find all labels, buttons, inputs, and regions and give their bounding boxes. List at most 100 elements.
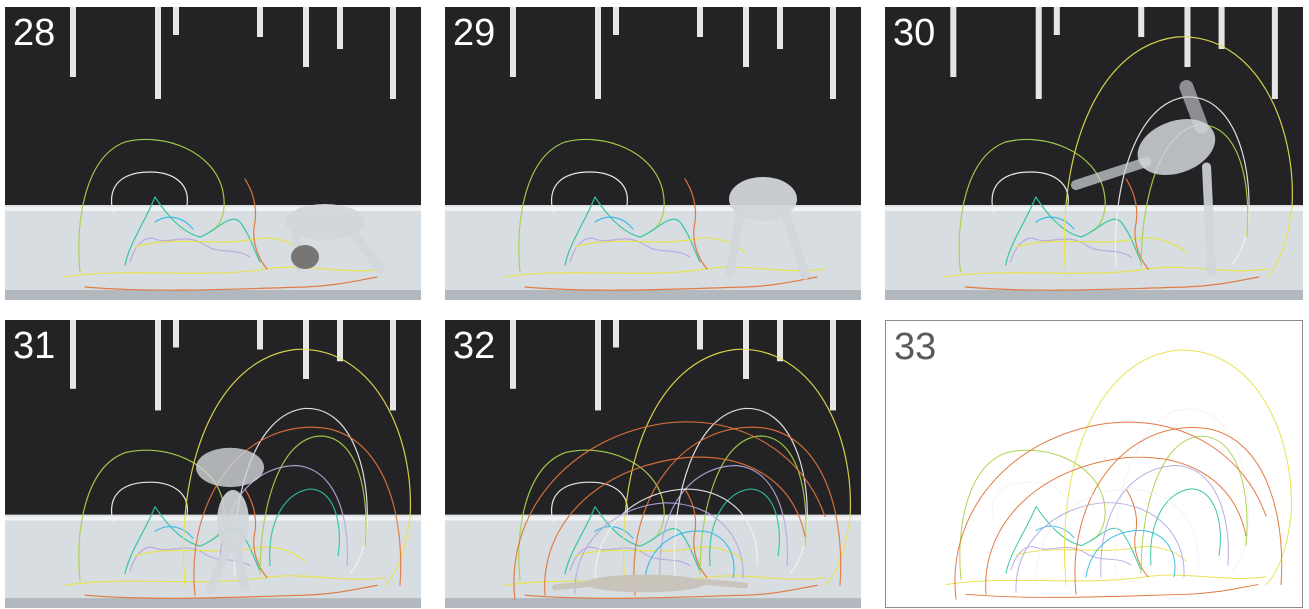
light-bar [830,7,836,99]
light-bar [257,320,263,350]
motion-trail [518,138,665,273]
motion-trail [644,530,735,579]
light-bar [950,7,957,77]
frame-panel-31: 31 [5,320,421,608]
motion-trail [518,449,665,582]
motion-trail [594,216,634,230]
frame-panel-29: 29 [445,7,861,300]
floor-edge-highlight [5,514,421,521]
dancer-leg [345,222,385,274]
floor-edge-highlight [5,205,421,211]
light-bar [743,7,749,67]
motion-trail [673,407,808,577]
frame-number-28: 28 [13,12,56,54]
dancer-leg [1202,162,1217,277]
motion-trail [622,348,852,586]
motion-trail [992,481,1069,522]
motion-trail [699,435,807,575]
light-bar [1138,7,1145,37]
stage-photo-28 [5,7,421,300]
motion-trail [1064,349,1292,586]
stage-backdrop [445,320,861,517]
motion-trail [1005,505,1142,574]
motion-trail [954,421,1267,600]
dancer-torso [1137,118,1216,176]
motion-trail [569,237,691,263]
motion-trail [1063,36,1293,278]
motion-trail [269,488,341,567]
light-bar [173,7,179,35]
motion-trail [134,546,306,563]
dancer-body [585,574,705,593]
frame-number-32: 32 [453,325,496,367]
light-bar [70,7,76,77]
motion-trail [574,237,746,254]
light-bar [595,320,601,411]
motion-trail [524,276,818,291]
motion-trail [1150,488,1221,566]
motion-trail [633,426,842,596]
frame-panel-32: 32 [445,320,861,608]
motion-trail [569,546,691,572]
dancer-arm [552,580,598,591]
motion-trail [959,449,1106,581]
motion-trail [1100,464,1229,578]
floor-shadow [885,290,1303,300]
motion-trail [709,488,781,567]
light-bar [613,7,619,35]
light-bar [390,320,396,411]
light-bar [697,7,703,37]
light-bar [613,320,619,348]
dancer-leg [697,578,748,589]
floor-shadow [5,290,421,300]
light-bar [173,320,179,348]
frame-number-30: 30 [893,12,936,54]
stage-backdrop [5,7,421,207]
motion-trail [659,464,788,579]
motion-trail [244,178,268,270]
dancer-arm [780,207,810,280]
light-bar [1218,7,1225,49]
light-bar [390,7,396,99]
motion-trail [551,481,628,523]
motion-trail [504,266,826,278]
dancer-torso [285,204,365,240]
light-bar [1271,7,1278,99]
stage-photo-32 [445,320,861,608]
motion-trail [193,426,402,596]
motion-trail [1035,216,1075,230]
motion-trail [259,435,367,575]
motion-trail [594,526,634,539]
light-bar [70,320,76,389]
motion-trail [958,138,1106,273]
motion-trail [1015,237,1188,254]
dancer-arm [232,546,250,592]
light-bar [510,320,516,389]
motion-trail [1085,530,1176,578]
floor-shadow [5,598,421,608]
stage-backdrop [445,7,861,207]
motion-trail [129,237,251,263]
motion-trail [544,456,806,596]
dancer-leg [725,207,745,277]
light-bar [777,7,783,49]
light-bar [1053,7,1060,35]
light-bar [337,7,343,49]
motion-trail [564,506,701,575]
motion-trail [1114,408,1249,576]
stage-photo-29 [445,7,861,300]
light-bar [777,320,783,362]
light-bar [510,7,516,77]
dancer-arm [205,546,232,595]
stage-photo-30 [885,7,1303,300]
dancer-torso [217,490,249,553]
frame-number-33: 33 [894,326,937,368]
dancer-arm [1070,157,1152,190]
frame-number-31: 31 [13,325,56,367]
dancer-torso [729,177,797,221]
motion-trail [1010,546,1132,571]
motion-trail [134,237,306,254]
dancer-legs [196,447,264,488]
motion-trail [991,171,1069,213]
stage-floor [885,207,1303,300]
